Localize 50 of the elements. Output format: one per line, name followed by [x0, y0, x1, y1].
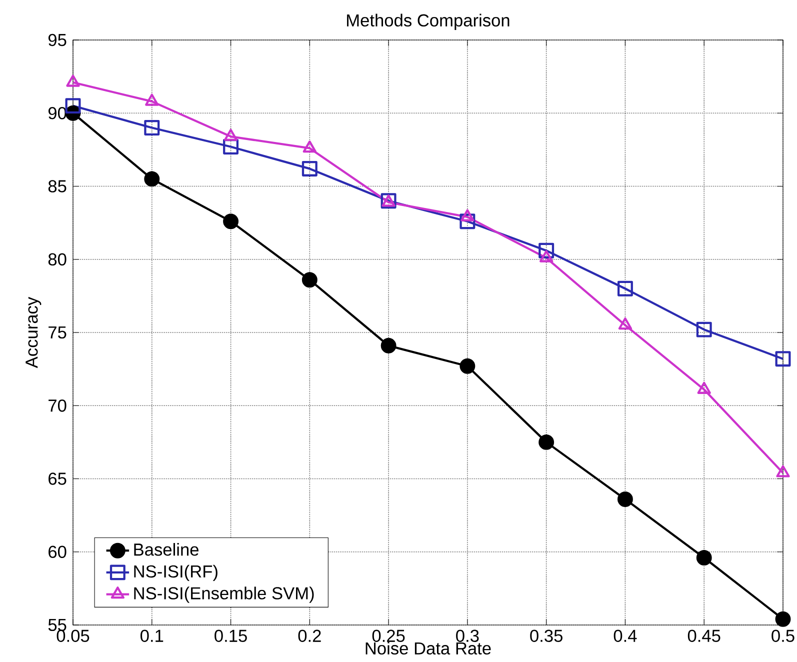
- y-axis-title: Accuracy: [26, 296, 42, 368]
- x-tick-label: 0.25: [372, 630, 405, 642]
- point: [460, 209, 474, 222]
- point: [380, 338, 396, 354]
- point: [460, 214, 476, 230]
- x-tick-label: 0.45: [688, 630, 720, 642]
- y-tick-label: 95: [48, 34, 66, 46]
- point: [538, 242, 554, 258]
- point: [696, 550, 712, 566]
- y-tick-label: 65: [48, 472, 66, 485]
- point: [538, 434, 554, 450]
- x-tick-label: 0.05: [56, 630, 90, 642]
- point: [776, 465, 790, 478]
- x-tick-label: 0.3: [456, 630, 479, 642]
- chart-title: Methods Comparison: [347, 14, 510, 30]
- x-tick-label: 0.5: [772, 630, 794, 642]
- y-tick-label: 55: [48, 618, 66, 632]
- point: [775, 351, 791, 367]
- point: [618, 317, 632, 330]
- point: [617, 491, 633, 507]
- point: [223, 214, 239, 230]
- point: [65, 98, 81, 114]
- x-tick-label: 0.1: [140, 630, 164, 642]
- point: [696, 322, 712, 338]
- point: [697, 382, 711, 394]
- y-tick-label: 85: [48, 180, 66, 192]
- point: [539, 250, 554, 262]
- y-tick-label: 90: [48, 106, 66, 120]
- y-tick-label: 70: [48, 399, 66, 412]
- point: [775, 611, 791, 627]
- legend-label: NS-ISI(RF): [134, 564, 218, 582]
- point: [145, 94, 159, 106]
- legend-label: NS-ISI(Ensemble SVM): [134, 586, 314, 603]
- x-axis-title: Noise Data Rate: [366, 642, 491, 655]
- point: [66, 74, 80, 87]
- y-tick-label: 75: [48, 326, 66, 339]
- point: [460, 358, 476, 374]
- point: [302, 160, 318, 176]
- y-tick-label: 80: [48, 253, 66, 266]
- x-tick-label: 0.35: [530, 630, 562, 642]
- point: [302, 140, 317, 153]
- x-tick-label: 0.15: [214, 630, 247, 642]
- legend-label: Baseline: [134, 543, 198, 556]
- point: [617, 280, 633, 296]
- x-tick-label: 0.2: [298, 630, 321, 642]
- point: [144, 171, 160, 187]
- point: [144, 120, 160, 136]
- x-tick-label: 0.4: [614, 630, 637, 642]
- point: [302, 272, 318, 288]
- y-tick-label: 60: [48, 546, 66, 558]
